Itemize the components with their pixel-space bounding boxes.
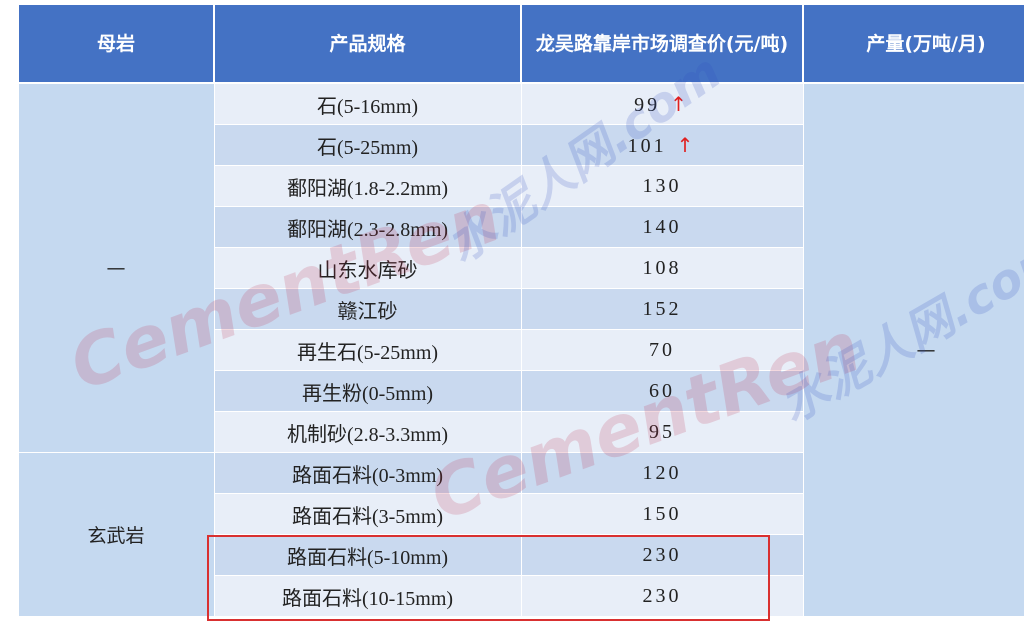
spec-cell: 再生粉(0-5mm)	[213, 370, 522, 412]
price-cell: 152	[520, 288, 804, 330]
price-value: 152	[642, 297, 682, 320]
table-row: 再生石(5-25mm) 70	[18, 329, 1024, 371]
price-cell: 140	[520, 206, 804, 248]
price-cell: 101 ↑	[520, 124, 804, 166]
price-cell: 108	[520, 247, 804, 289]
table-row: 路面石料(10-15mm) 230	[18, 575, 1024, 617]
price-cell: 230	[520, 534, 804, 576]
spec-cell: 石(5-25mm)	[213, 124, 522, 166]
spec-cell: 鄱阳湖(2.3-2.8mm)	[213, 206, 522, 248]
price-value: 230	[642, 584, 682, 607]
price-cell: 130	[520, 165, 804, 207]
price-value: 130	[642, 174, 682, 197]
price-cell: 70	[520, 329, 804, 371]
price-value: 150	[642, 502, 682, 525]
price-value: 101	[627, 134, 667, 157]
price-value: 120	[642, 461, 682, 484]
column-header: 龙吴路靠岸市场调查价(元/吨)	[520, 5, 804, 84]
spec-cell: 再生石(5-25mm)	[213, 329, 522, 371]
price-value: 108	[642, 256, 682, 279]
spec-cell: 机制砂(2.8-3.3mm)	[213, 411, 522, 453]
rock-cell: —	[17, 82, 215, 453]
price-value: 230	[642, 543, 682, 566]
price-cell: 150	[520, 493, 804, 535]
spec-cell: 赣江砂	[213, 288, 522, 330]
table-row: 路面石料(3-5mm) 150	[18, 493, 1024, 535]
table-row: 山东水库砂 108	[18, 247, 1024, 289]
table-row: 赣江砂 152	[18, 288, 1024, 330]
rock-cell: 玄武岩	[17, 452, 215, 617]
price-cell: 120	[520, 452, 804, 494]
price-cell: 230	[520, 575, 804, 617]
spec-cell: 路面石料(10-15mm)	[213, 575, 522, 617]
column-header: 产品规格	[213, 5, 522, 84]
output-cell: —	[802, 82, 1024, 617]
price-cell: 99 ↑	[520, 82, 804, 125]
table-row: 玄武岩 路面石料(0-3mm) 120	[17, 452, 1024, 617]
spec-cell: 山东水库砂	[213, 247, 522, 289]
spec-cell: 路面石料(0-3mm)	[213, 452, 522, 494]
arrow-up-icon: ↑	[670, 91, 690, 116]
spec-cell: 鄱阳湖(1.8-2.2mm)	[213, 165, 522, 207]
price-cell: 95	[520, 411, 804, 453]
table-row: 再生粉(0-5mm) 60	[18, 370, 1024, 412]
table-row: 路面石料(5-10mm) 230	[18, 534, 1024, 576]
table-row: 机制砂(2.8-3.3mm) 95	[18, 411, 1024, 453]
table-row: 石(5-25mm) 101 ↑	[18, 124, 1024, 166]
spec-cell: 石(5-16mm)	[213, 82, 522, 125]
price-value: 99	[634, 93, 661, 116]
table-row: 鄱阳湖(1.8-2.2mm) 130	[18, 165, 1024, 207]
price-table: 母岩 产品规格 龙吴路靠岸市场调查价(元/吨) 产量(万吨/月) — 石(5-16mm)…	[17, 5, 1024, 617]
price-value: 60	[649, 379, 675, 402]
column-header: 产量(万吨/月)	[802, 5, 1024, 84]
spec-cell: 路面石料(3-5mm)	[213, 493, 522, 535]
price-value: 70	[649, 338, 675, 361]
column-header: 母岩	[17, 5, 215, 84]
table-row: — 石(5-16mm) 99 ↑ —	[17, 82, 1024, 617]
spec-cell: 路面石料(5-10mm)	[213, 534, 522, 576]
price-value: 95	[649, 420, 675, 443]
price-value: 140	[642, 215, 682, 238]
arrow-up-icon: ↑	[676, 132, 697, 157]
price-cell: 60	[520, 370, 804, 412]
